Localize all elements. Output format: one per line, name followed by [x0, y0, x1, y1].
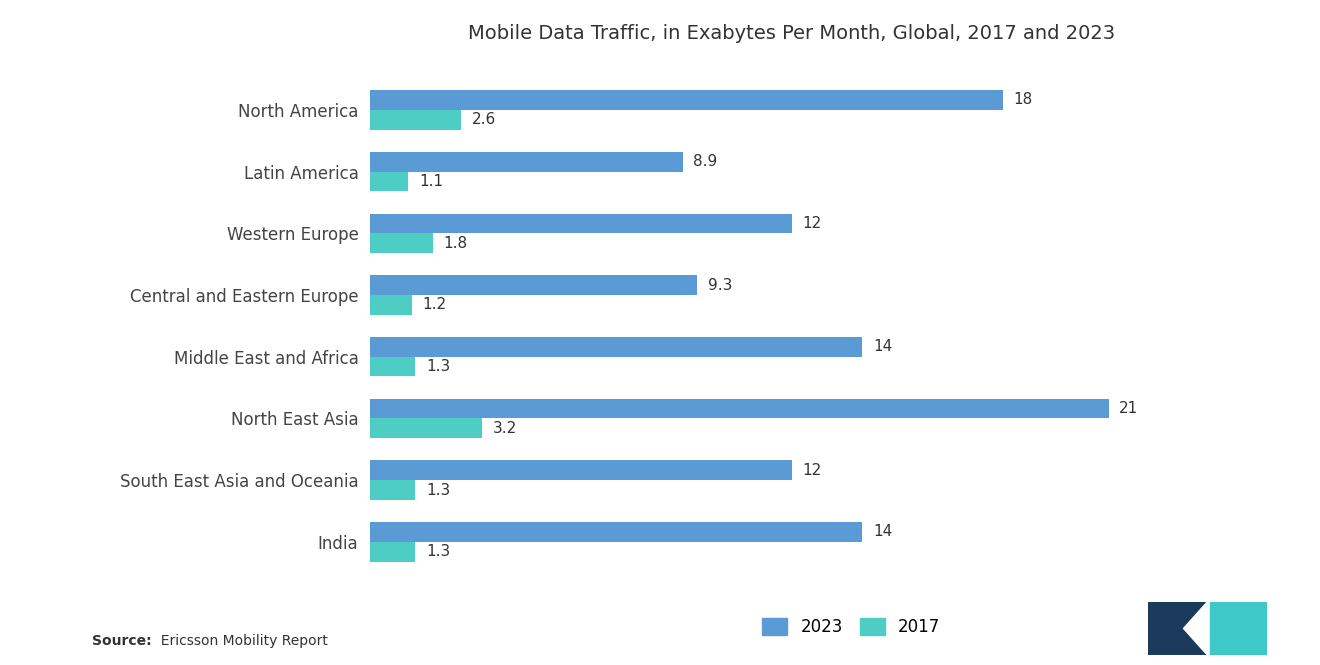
Bar: [370, 356, 416, 376]
Text: 1.2: 1.2: [422, 297, 446, 313]
Text: 1.1: 1.1: [418, 174, 444, 189]
Text: 1.3: 1.3: [426, 359, 450, 374]
Bar: [370, 480, 416, 500]
Text: 12: 12: [803, 216, 822, 231]
Bar: [370, 460, 792, 480]
Bar: [370, 172, 408, 192]
Text: 2.6: 2.6: [471, 112, 496, 127]
Bar: [370, 152, 682, 172]
Text: 12: 12: [803, 463, 822, 477]
Polygon shape: [1148, 602, 1205, 655]
Bar: [370, 522, 862, 542]
Bar: [370, 275, 697, 295]
Text: 1.3: 1.3: [426, 544, 450, 559]
Bar: [370, 418, 482, 438]
Text: 14: 14: [873, 525, 892, 539]
Bar: [370, 110, 461, 130]
Text: Ericsson Mobility Report: Ericsson Mobility Report: [152, 634, 327, 648]
Text: 1.3: 1.3: [426, 483, 450, 497]
Text: 1.8: 1.8: [444, 235, 467, 251]
Bar: [370, 399, 1109, 418]
Bar: [370, 542, 416, 562]
Text: 8.9: 8.9: [693, 154, 718, 169]
Legend: 2023, 2017: 2023, 2017: [754, 609, 949, 644]
Title: Mobile Data Traffic, in Exabytes Per Month, Global, 2017 and 2023: Mobile Data Traffic, in Exabytes Per Mon…: [469, 24, 1115, 43]
Bar: [370, 337, 862, 356]
Polygon shape: [1210, 602, 1267, 655]
Bar: [370, 90, 1003, 110]
Polygon shape: [1210, 602, 1267, 655]
Bar: [370, 233, 433, 253]
Text: 9.3: 9.3: [708, 277, 731, 293]
Text: 21: 21: [1119, 401, 1139, 416]
Bar: [370, 295, 412, 315]
Bar: [370, 213, 792, 233]
Text: 18: 18: [1014, 92, 1034, 108]
Text: 14: 14: [873, 339, 892, 354]
Text: Source:: Source:: [92, 634, 152, 648]
Text: 3.2: 3.2: [492, 421, 517, 436]
